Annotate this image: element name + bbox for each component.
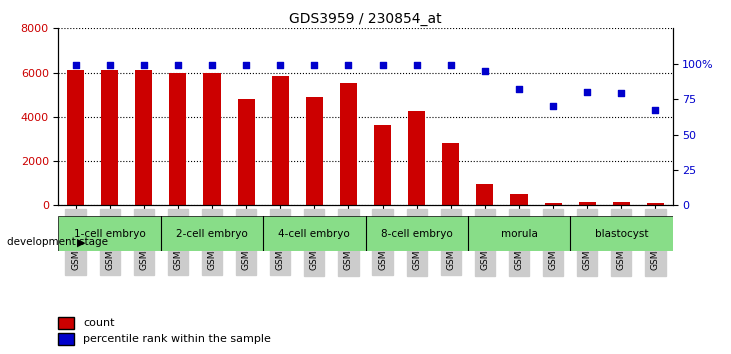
Bar	[340, 82, 357, 205]
FancyBboxPatch shape	[263, 216, 366, 251]
FancyBboxPatch shape	[58, 333, 74, 345]
FancyBboxPatch shape	[58, 317, 74, 329]
Point	[240, 62, 252, 68]
Text: percentile rank within the sample: percentile rank within the sample	[83, 334, 271, 344]
Bar	[67, 70, 84, 205]
FancyBboxPatch shape	[161, 216, 263, 251]
Bar	[647, 203, 664, 205]
Bar	[510, 194, 528, 205]
Bar	[442, 143, 459, 205]
Text: morula: morula	[501, 229, 537, 239]
Bar	[101, 70, 118, 205]
Text: 1-cell embryo: 1-cell embryo	[74, 229, 145, 239]
FancyBboxPatch shape	[570, 216, 673, 251]
Bar	[408, 111, 425, 205]
Bar	[272, 76, 289, 205]
Text: 2-cell embryo: 2-cell embryo	[176, 229, 248, 239]
Point	[69, 62, 81, 68]
Point	[104, 62, 115, 68]
Text: count: count	[83, 318, 115, 328]
Point	[548, 103, 559, 109]
Text: ▶: ▶	[77, 238, 86, 247]
Text: development stage: development stage	[7, 238, 108, 247]
Point	[616, 91, 627, 96]
Text: 4-cell embryo: 4-cell embryo	[279, 229, 350, 239]
Point	[172, 62, 183, 68]
Text: 8-cell embryo: 8-cell embryo	[381, 229, 452, 239]
Point	[513, 86, 525, 92]
Point	[308, 62, 320, 68]
Point	[479, 68, 491, 74]
Bar	[579, 202, 596, 205]
Point	[650, 108, 662, 113]
Bar	[613, 202, 630, 205]
Bar	[545, 203, 561, 205]
Point	[445, 62, 457, 68]
Title: GDS3959 / 230854_at: GDS3959 / 230854_at	[289, 12, 442, 26]
Bar	[374, 125, 391, 205]
FancyBboxPatch shape	[468, 216, 570, 251]
Bar	[135, 70, 152, 205]
Point	[206, 62, 218, 68]
Text: blastocyst: blastocyst	[594, 229, 648, 239]
Point	[274, 62, 286, 68]
Bar	[170, 73, 186, 205]
Bar	[306, 97, 323, 205]
Bar	[203, 73, 221, 205]
FancyBboxPatch shape	[58, 216, 161, 251]
Point	[138, 62, 150, 68]
FancyBboxPatch shape	[366, 216, 468, 251]
Point	[411, 62, 423, 68]
Bar	[477, 184, 493, 205]
Point	[581, 89, 593, 95]
Bar	[238, 99, 254, 205]
Point	[343, 62, 355, 68]
Point	[376, 62, 388, 68]
